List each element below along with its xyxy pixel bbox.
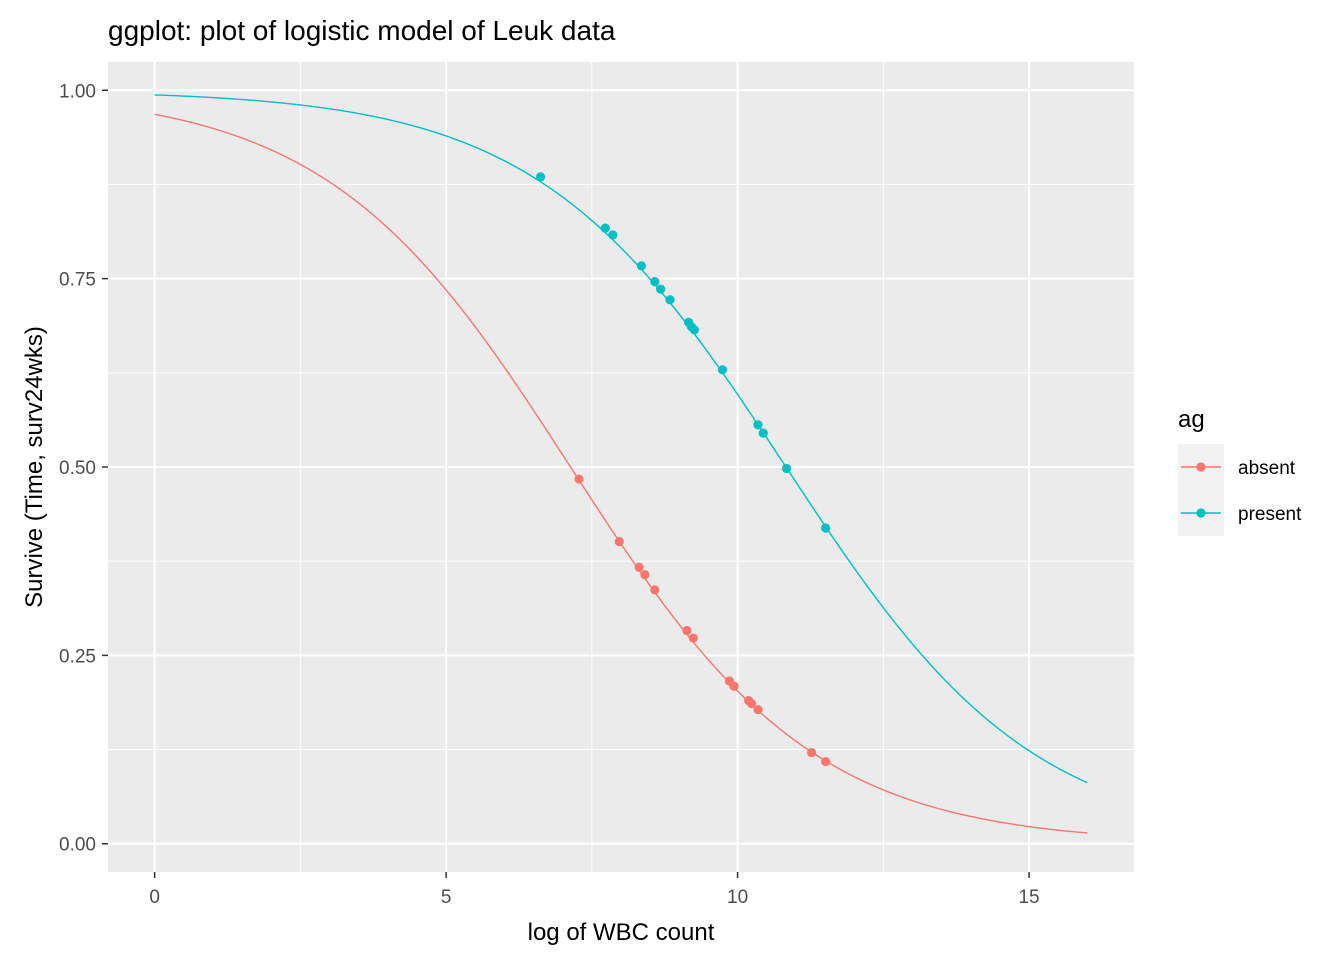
y-axis-title: Survive (Time, surv24wks) — [21, 326, 48, 608]
data-point-absent — [614, 536, 624, 547]
data-point-present — [781, 463, 792, 474]
data-point-absent — [807, 747, 817, 758]
data-point-present — [636, 261, 647, 271]
x-axis-title: log of WBC count — [528, 919, 715, 946]
chart-title: ggplot: plot of logistic model of Leuk d… — [108, 15, 616, 46]
legend-key-point-absent — [1196, 462, 1206, 472]
data-point-present — [758, 428, 768, 438]
data-point-absent — [688, 633, 698, 643]
legend-items: absent present — [1181, 458, 1302, 525]
y-tick-label: 0.00 — [59, 835, 96, 856]
x-axis-ticks: 0 5 10 15 — [149, 872, 1040, 908]
data-point-absent — [753, 705, 763, 715]
x-tick-label: 0 — [149, 887, 160, 908]
data-point-present — [608, 230, 618, 240]
x-tick-label: 15 — [1018, 887, 1039, 908]
x-tick-label: 5 — [441, 887, 452, 908]
data-point-absent — [821, 757, 831, 767]
legend-label-present: present — [1238, 504, 1302, 525]
legend-label-absent: absent — [1238, 458, 1296, 479]
data-point-absent — [746, 698, 757, 709]
data-point-absent — [729, 681, 739, 691]
grid-major — [108, 62, 1134, 872]
data-point-present — [600, 223, 610, 233]
data-point-absent — [574, 474, 584, 484]
data-point-present — [656, 284, 666, 294]
y-tick-label: 0.25 — [59, 646, 96, 667]
data-point-present — [717, 365, 728, 375]
y-tick-label: 0.75 — [59, 270, 96, 291]
y-tick-label: 1.00 — [59, 81, 96, 102]
series-line-present — [154, 94, 1088, 784]
data-point-present — [650, 277, 660, 287]
data-point-present — [665, 295, 675, 305]
legend-key-background — [1178, 444, 1224, 536]
series-layer — [154, 94, 1088, 834]
data-point-present — [535, 172, 546, 182]
data-point-absent — [650, 585, 660, 595]
y-axis-ticks: 0.00 0.25 0.50 0.75 1.00 — [59, 81, 108, 856]
x-tick-label: 10 — [727, 887, 748, 908]
data-point-absent — [634, 562, 644, 572]
data-point-absent — [682, 625, 692, 636]
data-point-present — [689, 325, 700, 335]
data-point-present — [753, 420, 763, 430]
y-tick-label: 0.50 — [59, 458, 96, 479]
data-point-present — [821, 523, 831, 533]
legend-key-point-present — [1196, 508, 1206, 518]
legend: ag absent present — [1178, 406, 1302, 536]
data-point-absent — [640, 570, 650, 580]
legend-title: ag — [1178, 406, 1205, 433]
